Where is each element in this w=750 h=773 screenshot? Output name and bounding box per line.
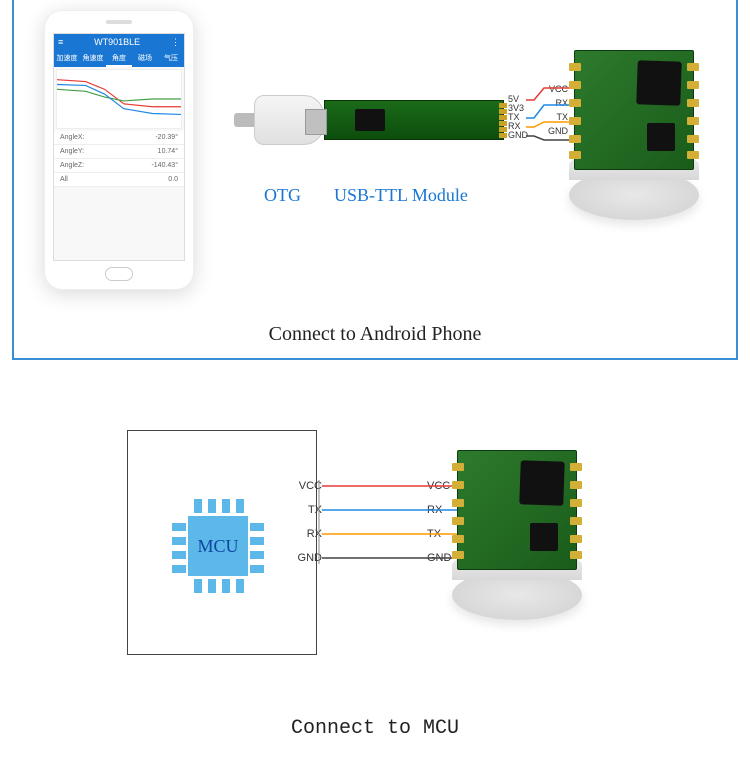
diagram-mcu-connection: MCU VCC TX RX GND VCC RX TX GND	[12, 400, 738, 740]
row-angley: AngleY:10.74°	[54, 145, 184, 159]
app-title: WT901BLE	[94, 37, 140, 48]
usb-ttl-pin-header	[499, 103, 507, 138]
row-all: All0.0	[54, 173, 184, 187]
tab-3: 磁场	[132, 51, 158, 67]
caption-2: Connect to MCU	[12, 717, 738, 740]
sensor-pcb-2	[457, 450, 577, 570]
app-header: ≡ WT901BLE ⋮	[54, 34, 184, 51]
tab-1: 角速度	[80, 51, 106, 67]
usb-ttl-chip-icon	[355, 109, 385, 131]
tab-2: 角度	[106, 51, 132, 67]
tab-4: 气压	[158, 51, 184, 67]
diagram-android-connection: ≡ WT901BLE ⋮ 加速度 角速度 角度 磁场 气压 AngleX:-20…	[12, 0, 738, 360]
sensor-module-2	[442, 440, 592, 620]
usb-ttl-module	[324, 100, 504, 140]
wires-diagram-2	[12, 400, 732, 660]
sensor-module-1	[559, 40, 709, 220]
angle-chart	[56, 69, 182, 129]
app-tabs: 加速度 角速度 角度 磁场 气压	[54, 51, 184, 67]
more-icon: ⋮	[171, 37, 180, 48]
phone-screen: ≡ WT901BLE ⋮ 加速度 角速度 角度 磁场 气压 AngleX:-20…	[53, 33, 185, 261]
row-anglex: AngleX:-20.39°	[54, 131, 184, 145]
tab-0: 加速度	[54, 51, 80, 67]
usb-pin-labels: 5V 3V3 TX RX GND	[508, 95, 528, 140]
sensor-pcb-1	[574, 50, 694, 170]
row-anglez: AngleZ:-140.43°	[54, 159, 184, 173]
mcu-frame: MCU	[127, 430, 317, 655]
android-phone: ≡ WT901BLE ⋮ 加速度 角速度 角度 磁场 气压 AngleX:-20…	[44, 10, 194, 290]
home-button-icon	[105, 267, 133, 281]
mcu-chip: MCU	[188, 516, 248, 576]
usb-ttl-label: USB-TTL Module	[334, 185, 468, 206]
mcu-label: MCU	[197, 536, 238, 557]
otg-label: OTG	[264, 185, 301, 206]
caption-1: Connect to Android Phone	[14, 323, 736, 346]
menu-icon: ≡	[58, 37, 63, 48]
mcu-left-pin-labels: VCC TX RX GND	[292, 480, 322, 576]
